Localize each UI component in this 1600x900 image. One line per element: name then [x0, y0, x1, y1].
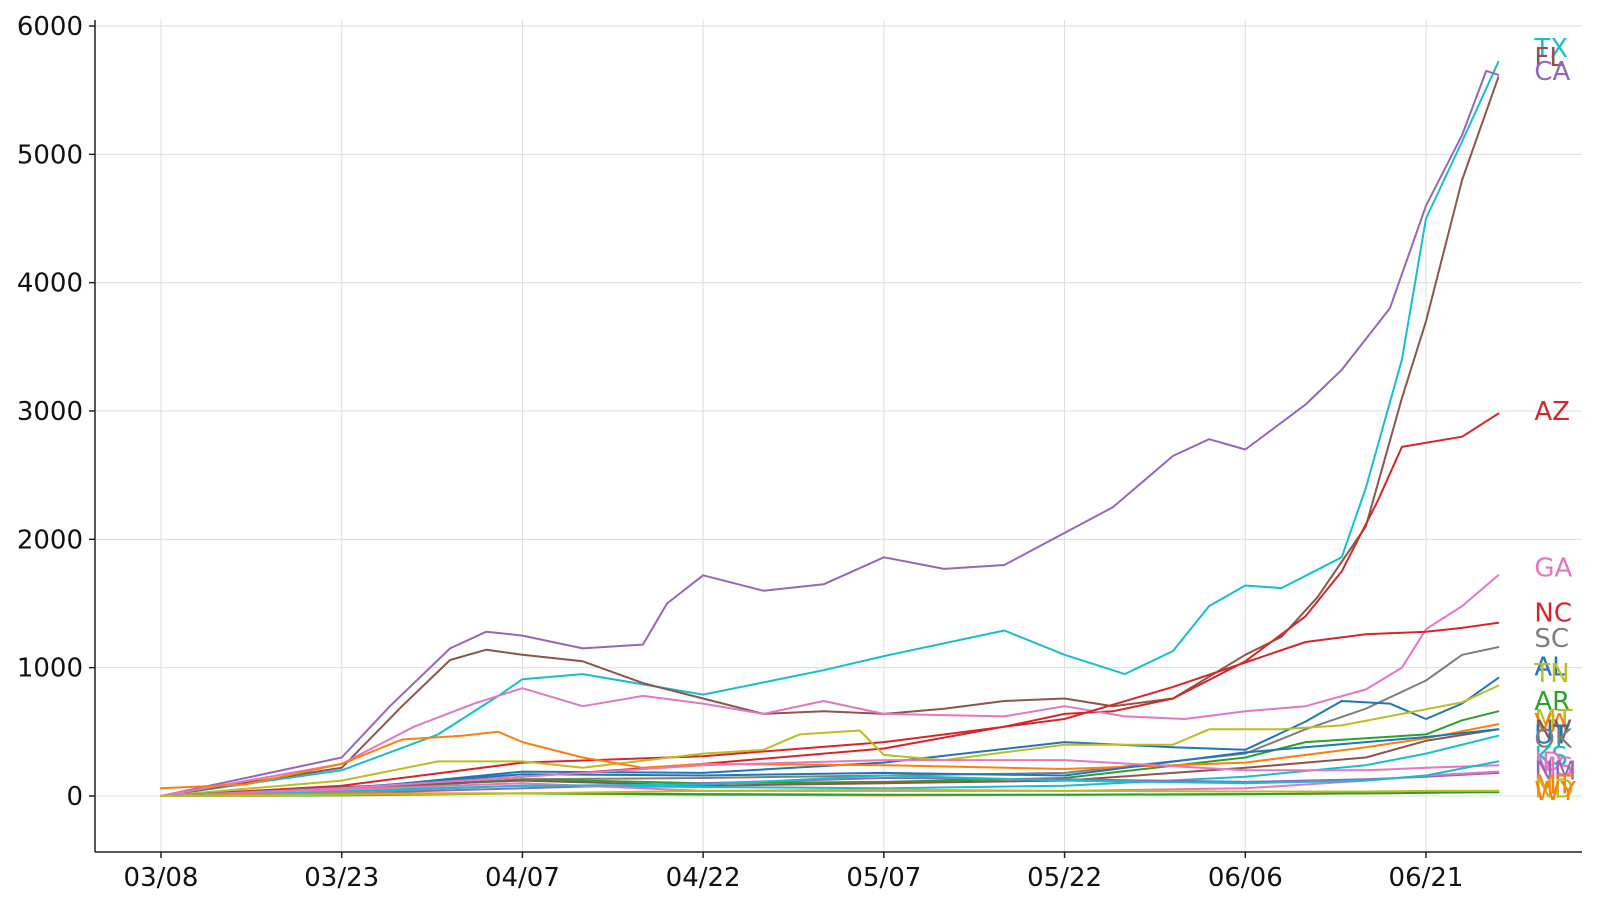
x-tick-label: 03/08: [124, 863, 199, 893]
series-line-ca: [160, 69, 1500, 797]
end-label-fl: FL: [1534, 43, 1564, 73]
end-label-nc: NC: [1534, 598, 1572, 628]
end-label-wy: WY: [1534, 777, 1576, 807]
series-line-ga: [160, 574, 1500, 797]
series-line-fl: [160, 76, 1500, 797]
x-tick-label: 06/06: [1208, 863, 1283, 893]
tick-labels: 0 1000 2000 3000 4000 5000 6000 03/08 03/23 04/07…: [17, 12, 1464, 893]
end-label-id: ID: [1534, 747, 1562, 777]
end-label-ks: KS: [1534, 742, 1568, 772]
x-tick-label: 05/07: [846, 863, 921, 893]
x-tick-label: 06/21: [1389, 863, 1464, 893]
series-lines: [160, 60, 1500, 797]
y-tick-label: 1000: [17, 654, 83, 684]
series-line-nv: [160, 728, 1500, 797]
series-line-nc: [160, 621, 1500, 797]
end-label-az: AZ: [1534, 397, 1570, 427]
y-tick-label: 4000: [17, 269, 83, 299]
y-tick-label: 6000: [17, 12, 83, 42]
end-label-va: VA: [1534, 709, 1568, 739]
x-tick-label: 04/07: [485, 863, 560, 893]
end-label-mt: MT: [1534, 770, 1572, 800]
end-label-tx: TX: [1533, 34, 1568, 64]
end-labels: TXFLCAAZGANCSCALTNARMTVANVUTOKKSIDMSNMMT…: [1533, 34, 1576, 807]
end-label-nd: ND: [1534, 774, 1573, 804]
series-line-tx: [160, 60, 1500, 797]
end-label-tn: TN: [1533, 659, 1569, 689]
end-label-sc: SC: [1534, 624, 1569, 654]
y-tick-label: 3000: [17, 397, 83, 427]
end-label-nm: NM: [1534, 756, 1576, 786]
y-tick-label: 5000: [17, 140, 83, 170]
end-label-ar: AR: [1534, 687, 1570, 717]
axes: [94, 20, 1582, 853]
x-tick-label: 05/22: [1027, 863, 1102, 893]
series-line-az: [160, 412, 1500, 797]
end-label-ok: OK: [1534, 724, 1572, 754]
series-line-va: [160, 723, 1500, 790]
series-line-nd: [160, 788, 1500, 797]
series-line-ut: [160, 728, 1500, 797]
end-label-nv: NV: [1534, 715, 1571, 745]
y-tick-label: 2000: [17, 525, 83, 555]
x-tick-label: 04/22: [666, 863, 741, 893]
end-label-ga: GA: [1534, 554, 1572, 584]
series-line-tn: [160, 684, 1500, 797]
x-tick-label: 03/23: [304, 863, 379, 893]
y-tick-label: 0: [66, 782, 83, 812]
grid: [95, 20, 1582, 852]
end-label-ms: MS: [1534, 752, 1573, 782]
series-line-al: [160, 676, 1500, 797]
end-label-al: AL: [1534, 652, 1567, 682]
end-label-ca: CA: [1534, 57, 1570, 87]
end-label-ut: UT: [1534, 720, 1569, 750]
series-line-ks: [160, 760, 1500, 797]
end-label-mt: MT: [1534, 705, 1572, 735]
series-line-ms: [160, 759, 1500, 797]
